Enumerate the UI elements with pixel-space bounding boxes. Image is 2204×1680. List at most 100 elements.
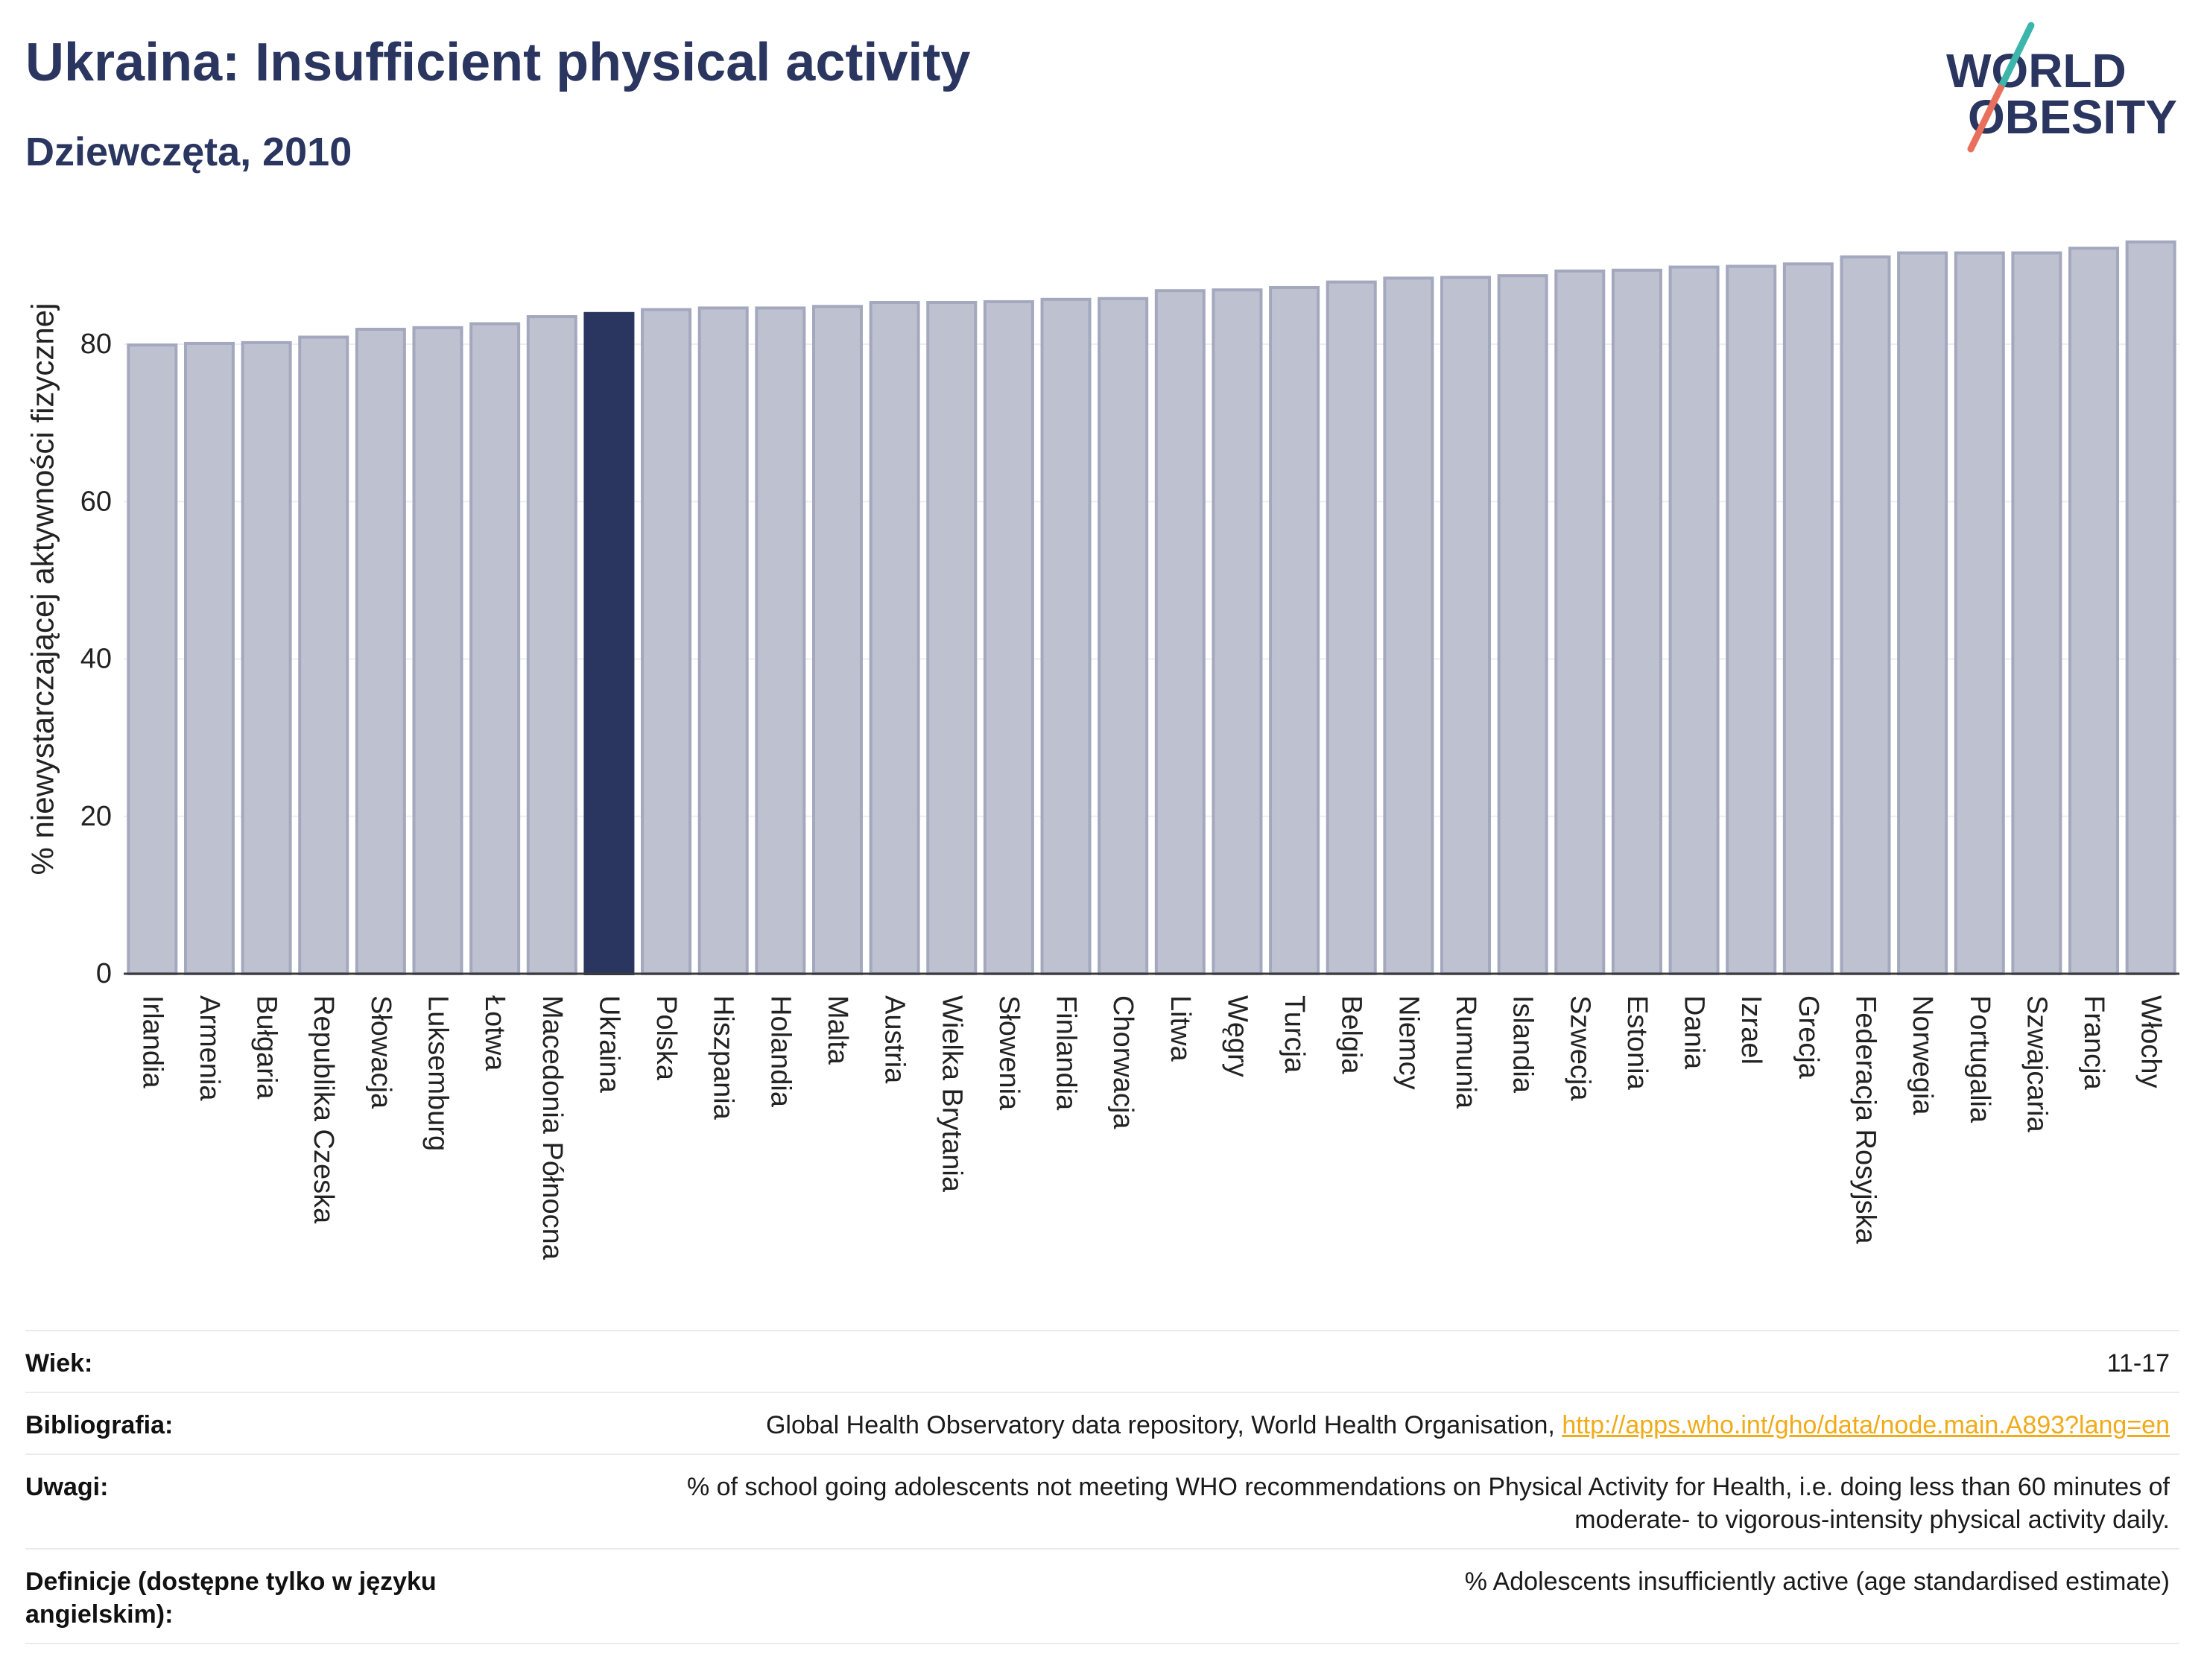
bar-malta: [811, 305, 863, 975]
bar-rumunia: [1440, 276, 1492, 976]
x-tick-label-belgia: Belgia: [1336, 995, 1367, 1074]
x-tick-label-grecja: Grecja: [1793, 995, 1824, 1080]
bar-irlandia: [127, 343, 178, 975]
bar-slowacja: [355, 327, 406, 975]
x-tick-label-slowacja: Słowacja: [365, 995, 396, 1109]
y-tick-label: 40: [80, 644, 112, 675]
logo-slash-bottom: [1967, 84, 2004, 153]
info-row-notes: Uwagi: % of school going adolescents not…: [25, 1454, 2179, 1548]
x-tick-label-holandia: Holandia: [764, 995, 796, 1108]
logo-text-obesity: OBESITY: [1968, 90, 2177, 144]
bar-federacja-rosyjska: [1840, 255, 1891, 975]
x-tick-label-turcja: Turcja: [1279, 995, 1310, 1074]
bar-dania: [1668, 265, 1720, 975]
info-row-age: Wiek: 11-17: [25, 1330, 2179, 1392]
info-value-notes: % of school going adolescents not meetin…: [686, 1473, 2170, 1534]
x-tick-label-republika-czeska: Republika Czeska: [308, 995, 339, 1224]
bar-turcja: [1269, 285, 1320, 976]
bar-lotwa: [469, 322, 521, 976]
logo-slash-top: [1997, 22, 2035, 92]
world-obesity-logo: WORLD OBESITY: [1946, 22, 2177, 153]
bar-slowenia: [983, 299, 1034, 976]
bar-chorwacja: [1098, 297, 1149, 975]
x-tick-label-izrael: Izrael: [1735, 995, 1767, 1065]
y-tick-label: 80: [80, 329, 112, 360]
info-label-definitions: Definicje (dostępne tylko w języku angie…: [25, 1568, 437, 1629]
x-tick-label-niemcy: Niemcy: [1393, 995, 1424, 1090]
bar-polska: [641, 308, 692, 976]
x-tick-label-islandia: Islandia: [1507, 995, 1539, 1094]
bar-izrael: [1726, 264, 1777, 975]
y-axis-title: % niewystarczającej aktywności fizycznej: [25, 303, 60, 875]
x-tick-label-slowenia: Słowenia: [993, 995, 1025, 1111]
x-tick-label-norwegia: Norwegia: [1907, 995, 1938, 1115]
x-tick-label-austria: Austria: [879, 995, 911, 1084]
bar-grecja: [1782, 262, 1834, 975]
x-tick-label-litwa: Litwa: [1165, 995, 1196, 1062]
bar-litwa: [1154, 289, 1206, 975]
info-row-definitions: Definicje (dostępne tylko w języku angie…: [25, 1548, 2179, 1644]
x-tick-label-malta: Malta: [822, 995, 853, 1065]
bar-finlandia: [1040, 297, 1092, 976]
x-tick-label-hiszpania: Hiszpania: [708, 995, 739, 1120]
x-tick-label-luksemburg: Luksemburg: [422, 995, 454, 1151]
bar-wegry: [1212, 288, 1263, 975]
bar-macedonia-polnocna: [526, 315, 577, 975]
bar-norwegia: [1897, 251, 1948, 975]
x-tick-label-federacja-rosyjska: Federacja Rosyjska: [1849, 995, 1881, 1245]
bibliography-source-text: Global Health Observatory data repositor…: [765, 1411, 1555, 1439]
x-tick-label-armenia: Armenia: [194, 995, 225, 1101]
x-tick-label-francja: Francja: [2078, 995, 2109, 1091]
info-table: Wiek: 11-17 Bibliografia: Global Health …: [25, 1330, 2179, 1644]
x-tick-label-macedonia-polnocna: Macedonia Północna: [536, 995, 568, 1261]
bar-szwajcaria: [2011, 251, 2062, 975]
bar-niemcy: [1383, 276, 1434, 975]
info-value-bibliography: Global Health Observatory data repositor…: [620, 1409, 2170, 1442]
bar-portugalia: [1954, 251, 2005, 975]
bar-bulgaria: [241, 340, 292, 975]
bar-belgia: [1326, 280, 1377, 975]
y-tick-label: 60: [80, 486, 112, 517]
y-tick-label: 0: [96, 958, 112, 989]
info-value-age: 11-17: [2106, 1349, 2170, 1378]
bar-armenia: [183, 341, 235, 975]
x-tick-label-dania: Dania: [1679, 995, 1710, 1070]
bar-luksemburg: [412, 326, 463, 976]
x-tick-label-wlochy: Włochy: [2135, 995, 2167, 1088]
bar-ukraina: [583, 311, 635, 976]
bar-francja: [2068, 247, 2120, 975]
bar-szwecja: [1554, 269, 1606, 975]
x-tick-label-bulgaria: Bułgaria: [251, 995, 282, 1100]
page-subtitle: Dziewczęta, 2010: [25, 130, 352, 174]
bar-wlochy: [2125, 240, 2176, 975]
x-tick-label-finlandia: Finlandia: [1051, 995, 1082, 1111]
y-tick-label: 20: [80, 801, 112, 832]
bar-islandia: [1497, 274, 1548, 975]
x-tick-label-chorwacja: Chorwacja: [1107, 995, 1139, 1129]
x-tick-label-szwajcaria: Szwajcaria: [2021, 995, 2052, 1133]
info-value-definitions: % Adolescents insufficiently active (age…: [1464, 1568, 2170, 1596]
x-tick-label-szwecja: Szwecja: [1564, 995, 1595, 1101]
bar-republika-czeska: [298, 335, 349, 975]
x-tick-label-ukraina: Ukraina: [593, 995, 624, 1094]
x-tick-label-rumunia: Rumunia: [1450, 995, 1481, 1109]
info-label-bibliography: Bibliografia:: [25, 1411, 174, 1439]
bar-hiszpania: [697, 306, 749, 975]
x-tick-label-wielka-brytania: Wielka Brytania: [936, 995, 967, 1193]
bibliography-link[interactable]: http://apps.who.int/gho/data/node.main.A…: [1562, 1411, 2170, 1439]
x-tick-label-irlandia: Irlandia: [136, 995, 168, 1088]
logo-text-world: WORLD: [1946, 44, 2127, 98]
bar-wielka-brytania: [926, 301, 978, 975]
x-tick-label-portugalia: Portugalia: [1964, 995, 1995, 1123]
x-tick-label-estonia: Estonia: [1621, 995, 1653, 1091]
page-title: Ukraina: Insufficient physical activity: [25, 33, 971, 92]
x-tick-label-polska: Polska: [650, 995, 682, 1081]
info-row-bibliography: Bibliografia: Global Health Observatory …: [25, 1392, 2179, 1454]
info-label-age: Wiek:: [25, 1349, 93, 1378]
bar-chart: 0 20 40 60 80 Irlandia Armenia Bułgaria Republik…: [25, 240, 2179, 1261]
bar-holandia: [755, 306, 806, 975]
x-tick-label-wegry: Węgry: [1221, 995, 1253, 1077]
bar-estonia: [1611, 268, 1662, 975]
x-tick-label-lotwa: Łotwa: [479, 995, 510, 1071]
info-label-notes: Uwagi:: [25, 1473, 109, 1501]
